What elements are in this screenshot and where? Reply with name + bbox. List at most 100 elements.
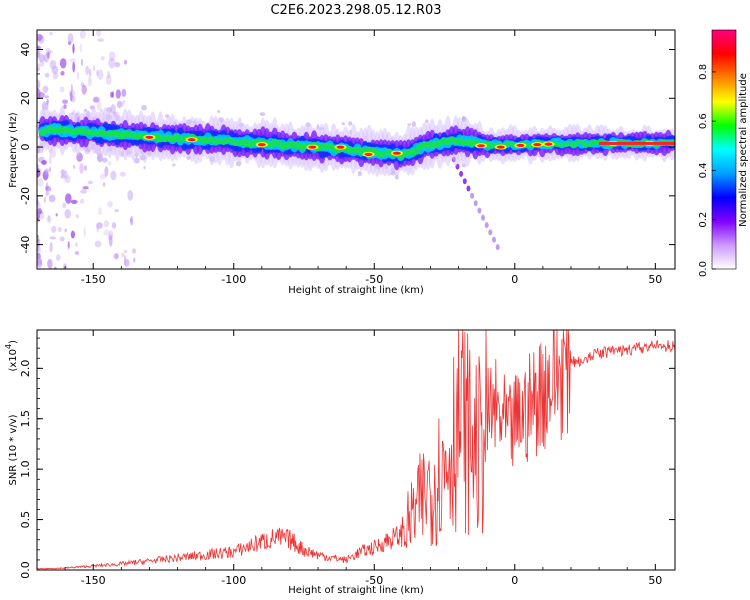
spectrogram-speckle bbox=[259, 112, 266, 117]
colorbar-tick-label: 0.4 bbox=[698, 162, 709, 178]
spectrogram-speckle bbox=[59, 236, 65, 242]
spectrogram-speckle bbox=[60, 169, 66, 176]
snr-frame bbox=[36, 329, 676, 571]
snr-multiplier-close: ) bbox=[8, 340, 19, 344]
colorbar-gradient bbox=[711, 29, 737, 270]
spectrogram-speckle bbox=[80, 58, 84, 67]
spectrogram-speckle bbox=[37, 67, 41, 71]
spectrogram-speckle bbox=[124, 249, 128, 254]
spectrogram-speckle bbox=[357, 171, 362, 177]
spectrogram-speckle bbox=[37, 88, 41, 96]
spectrogram-speckle bbox=[44, 72, 50, 78]
spectrogram-speckle bbox=[60, 71, 65, 76]
snr-y-axis: 0.0 0.5 1.0 1.5 2.0 bbox=[19, 337, 675, 579]
snr-y-multiplier: (x104) bbox=[4, 340, 19, 372]
spectrogram-speckle bbox=[108, 51, 116, 62]
spectrogram-speckle bbox=[51, 225, 57, 233]
spectrogram-speckle bbox=[132, 248, 136, 254]
spectrogram-speckle bbox=[108, 57, 116, 69]
spectrogram-speckle bbox=[46, 216, 52, 224]
spectrogram-speckle bbox=[83, 226, 86, 238]
spectrogram-speckle bbox=[69, 58, 77, 63]
spectrogram-speckle bbox=[461, 163, 466, 168]
spectrogram-speckle bbox=[37, 164, 40, 168]
spectrogram-y-axis: -40 -20 0 20 40 bbox=[19, 43, 675, 270]
spectrogram-speckle bbox=[37, 253, 40, 265]
spectrogram-speckle bbox=[70, 83, 73, 94]
snr-y-label: SNR (10 * v/v) bbox=[8, 414, 19, 485]
spectrogram-speckle bbox=[67, 33, 74, 44]
spectrogram-speckle bbox=[108, 230, 114, 241]
colorbar-tick-label: 0.2 bbox=[698, 212, 709, 228]
spectrogram-speckle bbox=[59, 58, 67, 69]
spectrogram-frame bbox=[36, 29, 676, 270]
snr-panel: -150 -100 -50 0 50 0.0 0.5 1.0 1.5 2.0 Height of… bbox=[4, 329, 676, 596]
spectrogram-speckle bbox=[72, 61, 76, 73]
spectrogram-speckle bbox=[37, 209, 40, 221]
colorbar-label: Normalized spectral amplitude bbox=[738, 73, 749, 227]
spectrogram-speckle bbox=[96, 100, 102, 111]
spectrogram-speckle bbox=[37, 64, 40, 72]
spectrogram-speckle bbox=[37, 178, 44, 187]
spectrogram-speckle bbox=[103, 220, 110, 228]
spectrogram-speckle bbox=[99, 173, 107, 180]
spectrogram-speckle bbox=[81, 84, 87, 95]
spectrogram-speckle bbox=[74, 251, 80, 255]
spectrogram-speckle bbox=[37, 79, 41, 90]
spectrogram-speckle bbox=[96, 222, 103, 229]
chart-title: C2E6.2023.298.05.12.R03 bbox=[270, 3, 441, 18]
spectrogram-speckle bbox=[97, 38, 104, 42]
spectrogram-speckle bbox=[47, 50, 54, 54]
spectrogram-speckle bbox=[411, 121, 417, 127]
spectrogram-speckle bbox=[64, 208, 71, 219]
x-tick-label: 50 bbox=[648, 574, 662, 587]
spectrogram-speckle bbox=[217, 110, 221, 113]
spectrogram-band bbox=[577, 139, 586, 144]
spectrogram-speckle bbox=[96, 30, 102, 37]
spectrogram-speckle bbox=[124, 59, 127, 65]
spectrogram-tail bbox=[488, 229, 493, 236]
spectrogram-speckle bbox=[38, 93, 42, 99]
spectrogram-speckle bbox=[104, 166, 109, 177]
spectrogram-hotspot bbox=[477, 144, 486, 148]
spectrogram-speckle bbox=[80, 189, 87, 194]
spectrogram-speckle bbox=[49, 31, 53, 36]
spectrogram-speckle bbox=[110, 91, 114, 98]
spectrogram-speckle bbox=[111, 222, 117, 229]
spectrogram-speckle bbox=[47, 215, 51, 222]
spectrogram-tail bbox=[459, 170, 464, 177]
spectrogram-speckle bbox=[96, 69, 99, 77]
spectrogram-hotspot bbox=[336, 145, 345, 149]
x-tick-label: -50 bbox=[365, 273, 383, 286]
spectrogram-speckle bbox=[127, 190, 134, 201]
spectrogram-speckle bbox=[82, 186, 89, 190]
y-tick-label: 0.0 bbox=[19, 561, 32, 579]
spectrogram-tail bbox=[462, 178, 467, 185]
spectrogram-speckle bbox=[141, 104, 147, 111]
spectrogram-tail bbox=[481, 214, 485, 221]
spectrogram-speckle bbox=[79, 30, 86, 39]
spectrogram-speckle bbox=[37, 200, 40, 208]
spectrogram-speckle bbox=[52, 72, 59, 80]
spectrogram-speckle bbox=[45, 186, 52, 192]
spectrogram-speckle bbox=[121, 100, 124, 107]
spectrogram-speckle bbox=[122, 99, 126, 104]
spectrogram-tail bbox=[473, 200, 478, 207]
spectrogram-speckle bbox=[41, 160, 47, 165]
svg-text:(x104): (x104) bbox=[4, 340, 19, 372]
spectrogram-speckle bbox=[92, 65, 96, 71]
spectrogram-speckle bbox=[45, 47, 51, 57]
colorbar-tick-label: 0.6 bbox=[698, 113, 709, 129]
x-tick-label: -150 bbox=[81, 574, 106, 587]
spectrogram-speckle bbox=[70, 95, 76, 103]
spectrogram-speckle bbox=[42, 85, 49, 94]
x-tick-label: 0 bbox=[511, 574, 518, 587]
spectrogram-speckle bbox=[75, 214, 80, 219]
y-tick-label: 1.0 bbox=[19, 460, 32, 478]
spectrogram-band bbox=[412, 148, 421, 155]
spectrogram-speckle bbox=[80, 82, 85, 88]
spectrogram-speckle bbox=[38, 54, 45, 63]
spectrogram-y-label: Frequency (Hz) bbox=[8, 112, 19, 188]
spectrogram-speckle bbox=[98, 206, 102, 216]
